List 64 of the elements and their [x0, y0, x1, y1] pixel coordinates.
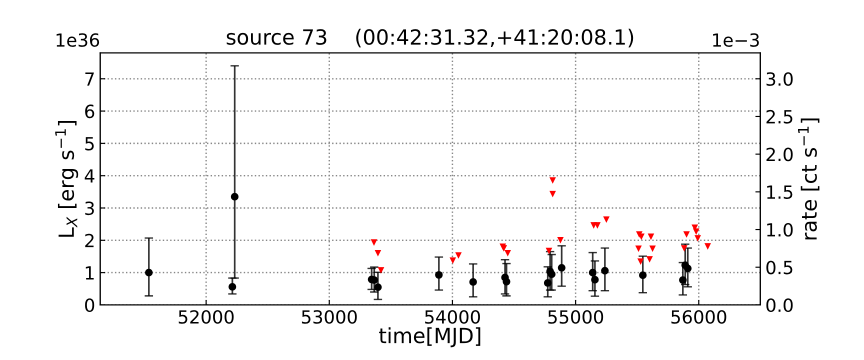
x-tick-label: 54000 — [425, 310, 480, 324]
point — [548, 270, 556, 278]
point — [558, 264, 566, 272]
point — [504, 250, 511, 256]
y2-tick-label: 1.5 — [767, 186, 792, 199]
y-tick-label: 0 — [85, 298, 94, 312]
point — [646, 256, 653, 263]
point — [637, 258, 644, 265]
point — [679, 276, 687, 284]
text: 1e−3 — [713, 33, 759, 47]
point — [435, 271, 443, 279]
point — [455, 252, 462, 259]
y-tick-label: 4 — [84, 169, 94, 183]
point — [704, 243, 711, 250]
point — [591, 276, 599, 284]
point — [145, 268, 153, 276]
point — [228, 283, 236, 291]
x-tick-label: 53000 — [302, 310, 357, 324]
y-tick-label: 1 — [86, 266, 94, 280]
point — [374, 250, 382, 256]
point — [601, 266, 609, 274]
y-tick-label: 2 — [85, 234, 94, 248]
y-tick-label: 3 — [85, 201, 94, 216]
point — [549, 177, 556, 184]
point — [680, 245, 688, 252]
point — [683, 231, 690, 238]
y-tick-label: 7 — [85, 72, 94, 86]
point — [378, 267, 384, 274]
point — [594, 222, 601, 229]
point — [639, 271, 647, 279]
y-tick-label: 6 — [85, 104, 94, 118]
x-tick-label: 52000 — [178, 310, 234, 324]
point — [694, 235, 702, 242]
y2-tick-label: 3.0 — [766, 72, 793, 86]
y2-tick-label: 2.0 — [766, 148, 793, 162]
y2-axis-title: rate [ct s$^{−1}$] — [798, 118, 820, 240]
chart-title: source 73 (00:42:31.32,+41:20:08.1) — [226, 28, 634, 48]
text: 1e36 — [56, 33, 100, 47]
point — [649, 245, 656, 252]
point — [549, 190, 556, 198]
point — [692, 228, 700, 235]
point — [635, 245, 642, 252]
point — [502, 278, 510, 286]
point — [557, 237, 564, 244]
point — [588, 268, 597, 276]
point — [648, 233, 654, 240]
point — [374, 283, 382, 291]
x-axis-title: time[MJD] — [379, 327, 480, 348]
point — [469, 278, 477, 286]
point — [603, 216, 610, 223]
y-tick-label: 5 — [85, 137, 94, 150]
point — [370, 239, 378, 246]
y2-tick-label: 0.0 — [766, 298, 793, 312]
y2-tick-label: 0.5 — [766, 260, 792, 274]
y-axis-title: L$_{X}$ [erg s$^{−1}$] — [55, 121, 78, 237]
x-tick-label: 56000 — [671, 310, 726, 324]
point — [546, 248, 552, 254]
point — [544, 279, 552, 287]
x-tick-label: 55000 — [548, 310, 604, 324]
point — [230, 192, 239, 200]
point — [450, 257, 456, 264]
y2-tick-label: 2.5 — [766, 110, 792, 124]
point — [684, 264, 692, 272]
y2-tick-label: 1.0 — [767, 223, 793, 237]
